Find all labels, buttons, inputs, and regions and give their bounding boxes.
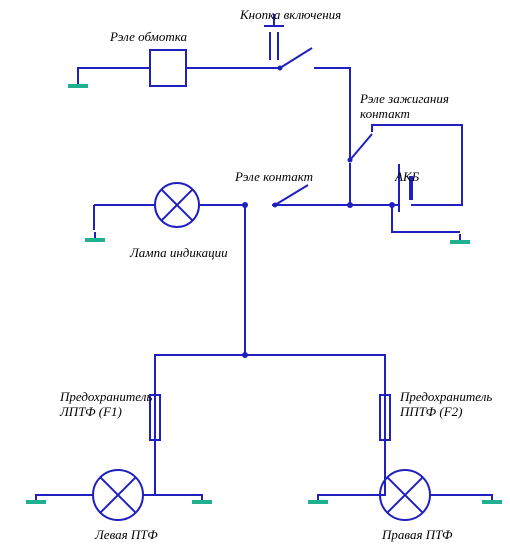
junction <box>242 202 248 208</box>
label-lamp_ind: Лампа индикации <box>130 246 228 261</box>
switch-button-pivot <box>278 66 283 71</box>
label-fuse_left: Предохранитель ЛПТФ (F1) <box>60 390 152 420</box>
wire <box>314 163 350 205</box>
switch-relay-pivot <box>273 203 278 208</box>
label-fuse_right: Предохранитель ППТФ (F2) <box>400 390 492 420</box>
ground-icon <box>68 84 88 88</box>
wire <box>245 355 385 395</box>
label-relay_coil: Рэле обмотка <box>110 30 187 45</box>
wire <box>78 68 150 78</box>
label-akb: АКБ <box>395 170 419 185</box>
ground-icon <box>26 500 46 504</box>
wire <box>143 440 155 495</box>
label-ptf_right: Правая ПТФ <box>382 528 452 543</box>
ground-icon <box>450 240 470 244</box>
wire <box>372 125 462 205</box>
label-relay_ign: Рэле зажигания контакт <box>360 92 449 122</box>
ground-icon <box>308 500 328 504</box>
switch-button <box>280 48 312 68</box>
label-ptf_left: Левая ПТФ <box>95 528 158 543</box>
wire <box>314 68 350 158</box>
switch-relay <box>275 185 308 205</box>
junction <box>389 202 395 208</box>
junction <box>242 352 248 358</box>
switch-ignition-pivot <box>348 158 353 163</box>
relay-coil <box>150 50 186 86</box>
ground-icon <box>192 500 212 504</box>
junction <box>347 202 353 208</box>
switch-ignition <box>350 134 372 160</box>
label-btn_on: Кнопка включения <box>240 8 341 23</box>
wire <box>155 205 245 395</box>
wire <box>392 205 460 232</box>
ground-icon <box>482 500 502 504</box>
ground-icon <box>85 238 105 242</box>
label-relay_contact: Рэле контакт <box>235 170 313 185</box>
